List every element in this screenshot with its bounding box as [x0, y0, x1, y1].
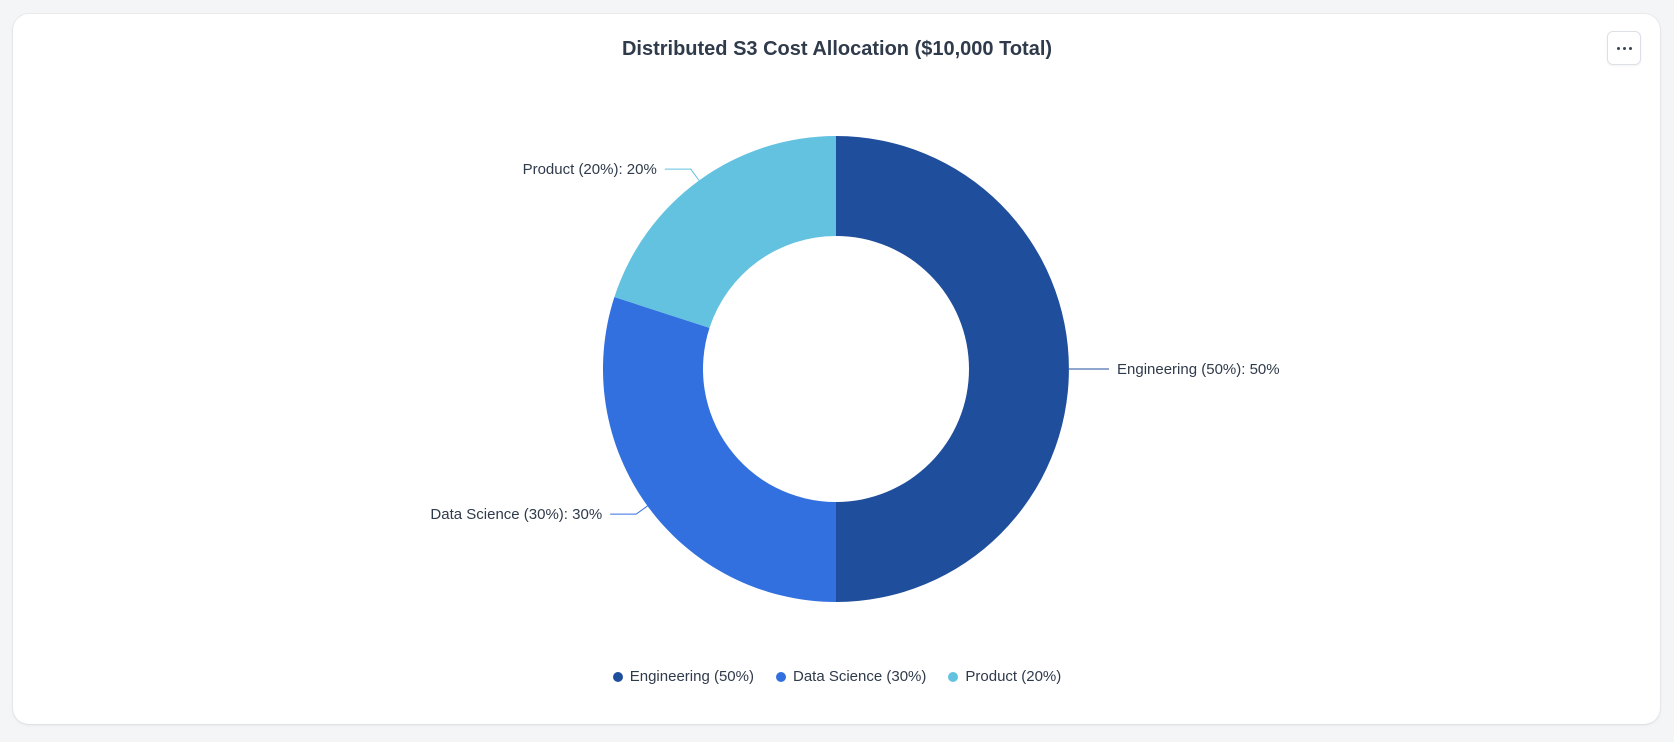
legend-swatch-product: [948, 671, 959, 682]
donut-slices: [603, 136, 1069, 602]
slice-label-engineering: Engineering (50%): 50%: [1117, 361, 1280, 378]
slice-data-science[interactable]: [603, 296, 836, 602]
legend-item-engineering[interactable]: Engineering (50%): [612, 668, 754, 685]
more-horizontal-icon: [1616, 46, 1632, 50]
legend-label-product: Product (20%): [965, 668, 1062, 685]
chart-card: [13, 14, 1660, 724]
chart-menu-button[interactable]: [1607, 31, 1641, 65]
legend-label-data-science: Data Science (30%): [792, 668, 927, 685]
slice-engineering[interactable]: [836, 136, 1069, 602]
legend-item-data-science[interactable]: Data Science (30%): [775, 668, 927, 685]
legend-item-product[interactable]: Product (20%): [948, 668, 1061, 685]
label-leader-lines: [610, 168, 1109, 515]
leader-line-product: [664, 168, 700, 181]
slice-labels: Engineering (50%): 50% Data Science (30%)…: [430, 161, 1279, 523]
chart-legend: Engineering (50%) Data Science (30%) Pro…: [0, 668, 1674, 685]
slice-product[interactable]: [614, 136, 836, 328]
leader-line-data-science: [610, 505, 648, 515]
legend-swatch-data-science: [775, 671, 786, 682]
legend-swatch-engineering: [612, 671, 623, 682]
slice-label-product: Product (20%): 20%: [523, 161, 657, 178]
legend-label-engineering: Engineering (50%): [629, 668, 754, 685]
slice-label-data-science: Data Science (30%): 30%: [430, 506, 602, 523]
chart-title: Distributed S3 Cost Allocation ($10,000 …: [621, 38, 1053, 60]
